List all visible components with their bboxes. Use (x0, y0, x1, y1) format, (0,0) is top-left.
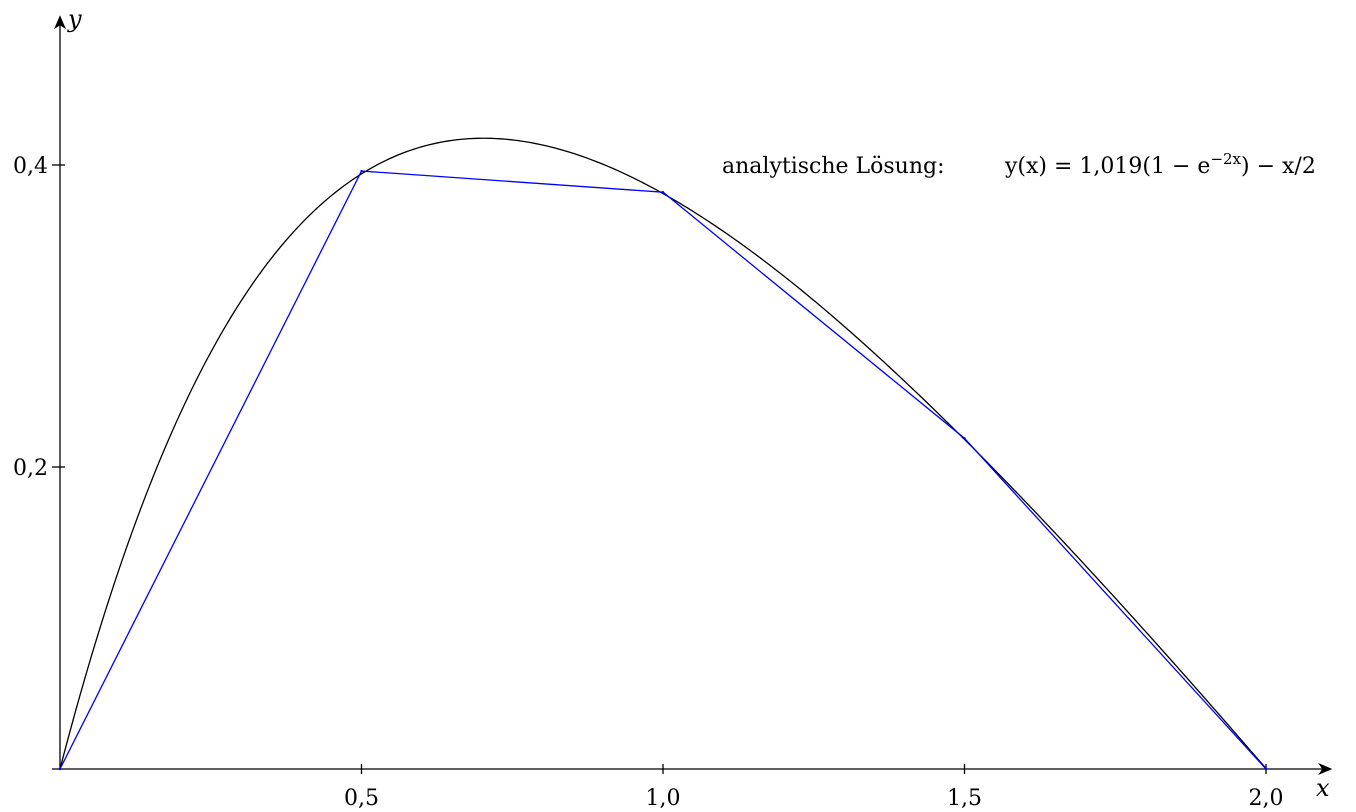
series-point (963, 437, 966, 440)
analytic-solution-curve (59, 137, 1267, 770)
formula-lhs: y(x) = 1,019(1 − e (1004, 154, 1210, 179)
x-ticks: 0,5 1,0 1,5 2,0 (52, 764, 1284, 811)
series-line (59, 170, 1267, 770)
series-point (661, 190, 665, 194)
series-point (1264, 767, 1268, 771)
x-tick-label: 2,0 (1249, 786, 1284, 811)
x-tick-label: 0,5 (344, 786, 379, 811)
formula-rhs: ) − x/2 (1241, 154, 1316, 179)
annotation-label: analytische Lösung: (722, 154, 945, 179)
y-tick-label: 0,4 (13, 154, 48, 179)
x-axis-label: x (1316, 774, 1330, 802)
y-axis-label: y (67, 5, 82, 33)
formula-exponent: −2x (1210, 150, 1241, 168)
series-layer (58, 169, 1268, 771)
x-tick-label: 1,5 (947, 786, 982, 811)
series-point (360, 169, 363, 173)
x-tick-label: 1,0 (646, 786, 681, 811)
y-ticks: 0,2 0,4 (13, 154, 65, 481)
annotation-formula: y(x) = 1,019(1 − e−2x) − x/2 (1004, 150, 1316, 179)
series-point (58, 767, 62, 771)
y-tick-label: 0,2 (13, 456, 48, 481)
